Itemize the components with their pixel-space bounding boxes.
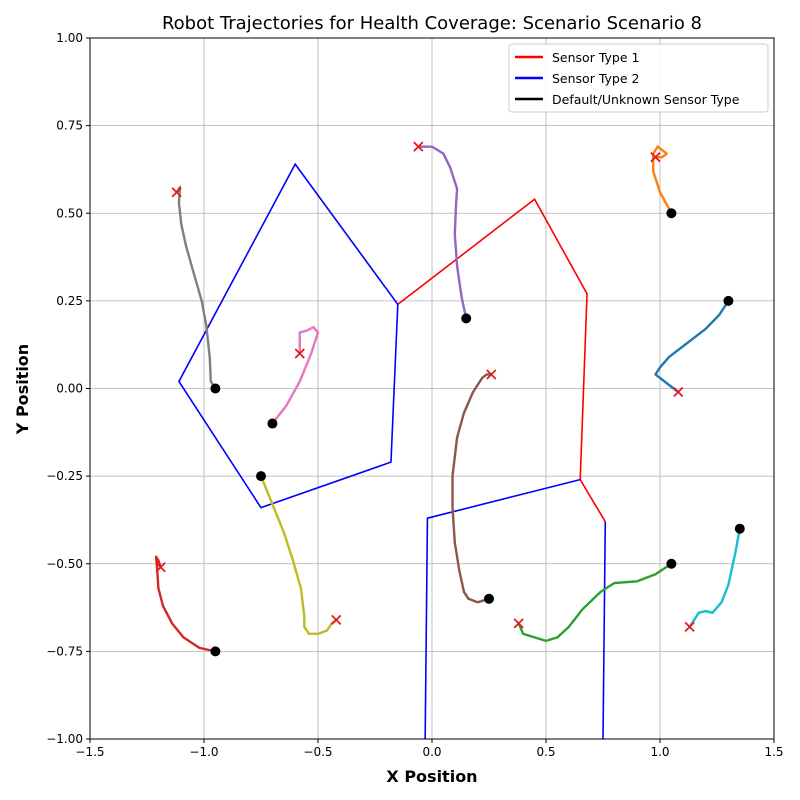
legend: Sensor Type 1 Sensor Type 2 Default/Unkn… xyxy=(508,43,769,113)
end-point-marker xyxy=(684,621,695,632)
trajectory-line xyxy=(517,562,673,643)
trajectory-line xyxy=(651,145,673,215)
legend-label-sensor-type-2: Sensor Type 2 xyxy=(552,71,639,86)
legend-box xyxy=(508,43,769,113)
start-point-marker xyxy=(210,383,221,394)
y-tick-label: −0.50 xyxy=(46,557,83,571)
end-point-marker xyxy=(413,141,424,152)
x-tick-label: 1.0 xyxy=(650,745,669,759)
trajectory-markers xyxy=(155,141,745,657)
start-point-marker xyxy=(256,471,266,482)
x-tick-label: 1.5 xyxy=(764,745,783,759)
x-axis-label: X Position xyxy=(386,767,477,786)
start-point-marker xyxy=(723,295,734,306)
y-tick-label: 0.50 xyxy=(56,206,83,220)
end-point-marker xyxy=(513,618,524,629)
sensor-region-boundary xyxy=(177,162,399,509)
trajectory-line xyxy=(451,373,493,604)
legend-label-default-sensor-type: Default/Unknown Sensor Type xyxy=(552,92,740,107)
start-point-marker xyxy=(666,558,677,569)
y-axis-label: Y Position xyxy=(13,344,32,435)
sensor-region-boundary xyxy=(602,521,607,739)
end-point-marker xyxy=(650,152,661,163)
trajectory-line xyxy=(175,185,217,390)
end-point-marker xyxy=(486,369,497,380)
start-point-marker xyxy=(267,418,278,429)
chart-title: Robot Trajectories for Health Coverage: … xyxy=(162,13,702,34)
start-point-marker xyxy=(666,208,677,219)
y-tick-label: 1.00 xyxy=(56,31,83,45)
y-tick-label: −0.25 xyxy=(46,469,83,483)
end-point-marker xyxy=(155,562,166,573)
trajectory-series xyxy=(154,145,741,653)
trajectory-line xyxy=(654,299,730,394)
sensor-region-boundary xyxy=(397,198,606,523)
trajectory-line xyxy=(154,555,217,653)
axis-ticks: −1.5 −1.0 −0.5 0.0 0.5 1.0 1.5 −1.00 −0.75 −0.50 −… xyxy=(46,31,783,759)
trajectory-line xyxy=(271,325,320,425)
x-tick-label: −1.0 xyxy=(189,745,218,759)
trajectory-line xyxy=(417,145,468,320)
y-tick-label: 0.00 xyxy=(56,382,83,396)
grid xyxy=(89,37,775,740)
y-tick-label: −1.00 xyxy=(46,732,83,746)
trajectory-line xyxy=(259,474,338,636)
end-point-marker xyxy=(294,348,305,359)
x-tick-label: 0.5 xyxy=(536,745,555,759)
x-tick-label: 0.0 xyxy=(422,745,441,759)
sensor-regions xyxy=(177,162,607,739)
sensor-region-boundary xyxy=(424,478,581,739)
end-point-marker xyxy=(171,187,182,198)
y-tick-label: −0.75 xyxy=(46,644,83,658)
y-tick-label: 0.75 xyxy=(56,119,83,133)
end-point-marker xyxy=(331,614,342,625)
start-point-marker xyxy=(210,646,221,657)
trajectory-line xyxy=(688,527,741,629)
start-point-marker xyxy=(461,313,472,324)
end-point-marker xyxy=(673,386,684,398)
start-point-marker xyxy=(484,593,494,604)
y-tick-label: 0.25 xyxy=(56,294,83,308)
start-point-marker xyxy=(734,523,745,534)
x-tick-label: −1.5 xyxy=(75,745,104,759)
x-tick-label: −0.5 xyxy=(303,745,332,759)
legend-label-sensor-type-1: Sensor Type 1 xyxy=(552,50,639,65)
